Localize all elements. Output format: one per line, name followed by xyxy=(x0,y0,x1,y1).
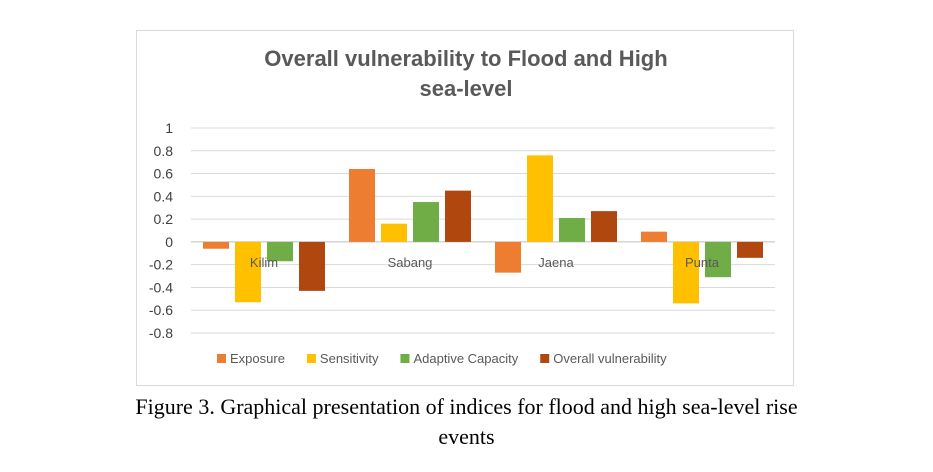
legend: Exposure Sensitivity Adaptive Capacity Over… xyxy=(217,351,667,366)
bar-sensitivity xyxy=(381,223,407,242)
y-tick-label: -0.4 xyxy=(149,279,173,295)
bar-exposure xyxy=(641,231,667,242)
y-tick-label: 0.8 xyxy=(154,143,174,159)
caption-line-2: events xyxy=(438,424,495,449)
bar-overall-vulnerability xyxy=(445,190,471,242)
bar-adaptive-capacity xyxy=(413,202,439,242)
caption-line-1: Figure 3. Graphical presentation of indi… xyxy=(135,394,798,419)
legend-swatch xyxy=(217,354,226,363)
bar-adaptive-capacity xyxy=(267,241,293,262)
legend-swatch xyxy=(306,354,316,363)
bars xyxy=(203,155,763,304)
category-labels: Kilim Sabang Jaena Punta xyxy=(250,255,720,270)
bar-sensitivity xyxy=(673,241,699,304)
legend-label: Adaptive Capacity xyxy=(413,351,518,366)
figure-caption: Figure 3. Graphical presentation of indi… xyxy=(0,392,933,452)
y-tick-label: -0.8 xyxy=(149,325,173,341)
y-axis-ticks: 1 0.8 0.6 0.4 0.2 0 -0.2 -0.4 -0.6 -0.8 xyxy=(149,120,173,341)
bar-sensitivity xyxy=(235,241,261,303)
bar-exposure xyxy=(349,169,375,242)
legend-swatch xyxy=(400,354,410,363)
chart-title-line-1: Overall vulnerability to Flood and High xyxy=(264,46,668,71)
y-tick-label: -0.6 xyxy=(149,302,173,318)
legend-label: Sensitivity xyxy=(320,351,379,366)
bar-chart: 1 0.8 0.6 0.4 0.2 0 -0.2 -0.4 -0.6 -0.8 Kilim Saba… xyxy=(149,120,775,366)
legend-label: Overall vulnerability xyxy=(553,351,667,366)
y-tick-label: 0.2 xyxy=(154,211,174,227)
chart-frame: Overall vulnerability to Flood and High … xyxy=(136,30,794,386)
bar-adaptive-capacity xyxy=(559,217,585,242)
y-tick-label: 0.4 xyxy=(154,188,174,204)
bar-overall-vulnerability xyxy=(591,211,617,242)
y-tick-label: 0.6 xyxy=(154,166,174,182)
bar-sensitivity xyxy=(527,155,553,242)
y-tick-label: 0 xyxy=(165,234,173,250)
category-label: Punta xyxy=(685,255,720,270)
chart-title-line-2: sea-level xyxy=(419,76,513,101)
bar-overall-vulnerability xyxy=(299,241,325,291)
y-tick-label: -0.2 xyxy=(149,257,173,273)
bar-exposure xyxy=(495,241,521,273)
legend-label: Exposure xyxy=(230,351,285,366)
bar-exposure xyxy=(203,241,229,249)
bar-overall-vulnerability xyxy=(737,241,763,258)
category-label: Sabang xyxy=(388,255,433,270)
category-label: Jaena xyxy=(538,255,574,270)
y-tick-label: 1 xyxy=(165,120,173,136)
category-label: Kilim xyxy=(250,255,278,270)
bar-adaptive-capacity xyxy=(705,241,731,278)
legend-swatch xyxy=(540,354,550,363)
